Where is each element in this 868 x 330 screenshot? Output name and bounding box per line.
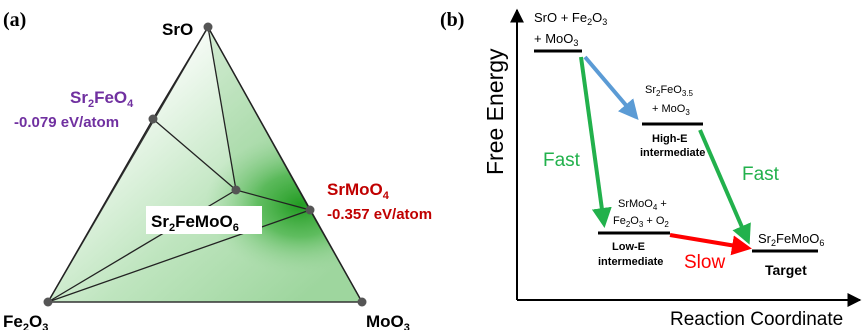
- vertex-label-moo3: MoO3: [366, 312, 410, 330]
- target-label: Target: [765, 262, 807, 278]
- y-axis-label: Free Energy: [482, 48, 508, 175]
- high-e-label2: intermediate: [640, 147, 705, 159]
- arrow-high-e-to-target: [698, 129, 751, 245]
- panel-a-label: (a): [3, 9, 26, 31]
- low-e-formula1: SrMoO4 +: [618, 198, 667, 212]
- low-e-label1: Low-E: [612, 241, 645, 253]
- point-sr2feo4: [148, 114, 158, 124]
- point-sr2femoo6: [231, 185, 241, 195]
- start-formula-line1: SrO + Fe2O3: [534, 10, 607, 27]
- point-moo3: [357, 297, 367, 307]
- phase-label-sr2femoo6: Sr2FeMoO6: [151, 212, 239, 234]
- vertex-label-sro: SrO: [162, 20, 193, 39]
- sr2femoo6-label-box: [146, 206, 262, 234]
- arrow-start-to-high-e: [583, 55, 639, 121]
- phase-label-sr2feo4: Sr2FeO4: [70, 88, 134, 110]
- high-e-label1: High-E: [652, 133, 687, 145]
- point-srmoo4: [305, 205, 315, 215]
- phase-label-srmoo4: SrMoO4: [327, 180, 390, 202]
- vertex-label-fe2o3: Fe2O3: [3, 312, 48, 330]
- arrow-low-e-to-target: [669, 233, 752, 256]
- fast-label-right: Fast: [742, 164, 780, 185]
- point-fe2o3: [43, 297, 53, 307]
- stability-shading: [205, 27, 362, 275]
- phase-energy-sr2feo4: -0.079 eV/atom: [14, 114, 119, 131]
- target-formula: Sr2FeMoO6: [758, 231, 824, 248]
- fast-label-left: Fast: [543, 150, 581, 171]
- panel-b-label: (b): [440, 9, 464, 31]
- panel-a: (a) SrO Fe2O3 MoO3: [3, 9, 432, 330]
- high-e-formula1: Sr2FeO3.5: [645, 84, 694, 98]
- point-sro: [203, 22, 213, 32]
- high-e-formula2: + MoO3: [652, 103, 690, 117]
- start-formula-line2: + MoO3: [534, 31, 578, 48]
- low-e-formula2: Fe2O3 + O2: [613, 215, 669, 229]
- arrow-start-to-low-e: [579, 56, 612, 228]
- slow-label: Slow: [684, 252, 725, 273]
- panel-b: (b) Free Energy Reaction Coordinate Fast…: [440, 8, 862, 330]
- phase-energy-srmoo4: -0.357 eV/atom: [327, 206, 432, 223]
- low-e-label2: intermediate: [598, 256, 663, 268]
- x-axis-label: Reaction Coordinate: [670, 309, 843, 330]
